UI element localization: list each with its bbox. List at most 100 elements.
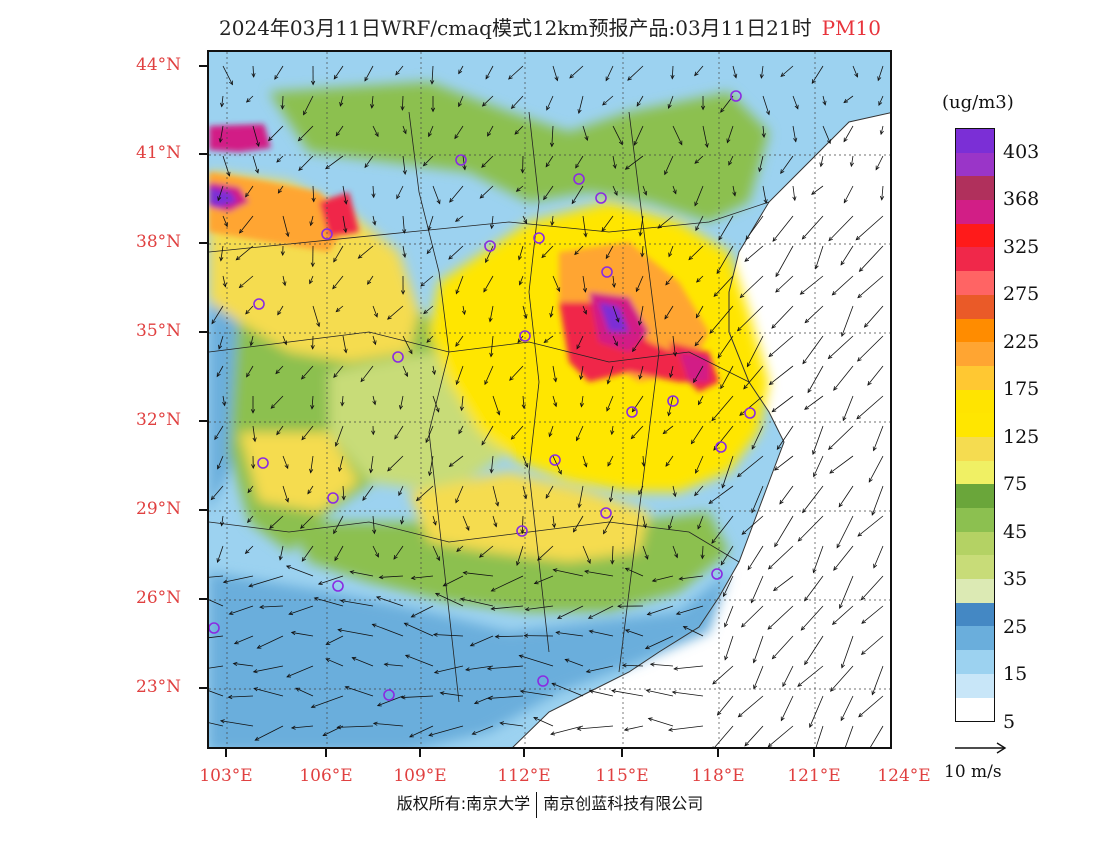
wind-arrowhead bbox=[761, 133, 766, 138]
wind-arrow bbox=[873, 545, 884, 568]
wind-arrow bbox=[833, 545, 854, 571]
reference-vector-label: 10 m/s bbox=[944, 762, 1002, 782]
wind-arrowhead bbox=[394, 434, 399, 440]
wind-arrowhead bbox=[432, 520, 437, 526]
lat-label-26n: 26°N bbox=[136, 588, 182, 608]
wind-arrowhead bbox=[586, 559, 591, 564]
wind-arrowhead bbox=[779, 499, 784, 505]
wind-arrowhead bbox=[217, 196, 222, 202]
wind-arrow bbox=[694, 335, 704, 346]
wind-arrow bbox=[607, 455, 614, 467]
wind-arrow bbox=[376, 596, 404, 607]
wind-arrowhead bbox=[219, 256, 224, 262]
lon-tick bbox=[813, 749, 815, 757]
wind-arrow bbox=[222, 65, 233, 85]
wind-arrowhead bbox=[402, 253, 407, 259]
wind-arrowhead bbox=[378, 575, 384, 580]
wind-arrow bbox=[534, 575, 554, 584]
wind-arrowhead bbox=[376, 702, 382, 707]
station-marker bbox=[253, 298, 265, 310]
wind-arrow bbox=[776, 425, 794, 450]
wind-arrow bbox=[627, 65, 644, 81]
wind-arrowhead bbox=[633, 141, 638, 146]
wind-arrow bbox=[663, 425, 674, 434]
wind-arrowhead bbox=[550, 221, 555, 227]
wind-arrowhead bbox=[285, 565, 291, 570]
wind-arrowhead bbox=[400, 695, 406, 700]
wind-arrow bbox=[252, 125, 260, 147]
wind-arrowhead bbox=[402, 170, 407, 175]
wind-arrowhead bbox=[879, 130, 884, 136]
wind-arrowhead bbox=[375, 552, 379, 558]
wind-arrow bbox=[871, 665, 884, 695]
wind-arrowhead bbox=[608, 497, 614, 503]
wind-arrowhead bbox=[672, 351, 678, 357]
wind-arrow bbox=[491, 215, 494, 229]
wind-arrowhead bbox=[398, 491, 403, 497]
wind-arrowhead bbox=[339, 101, 344, 107]
wind-arrow bbox=[456, 545, 464, 552]
wind-arrow bbox=[402, 155, 406, 175]
wind-arrow bbox=[551, 682, 584, 697]
station-marker bbox=[626, 406, 638, 418]
station-marker bbox=[332, 580, 344, 592]
wind-arrow bbox=[864, 305, 884, 328]
wind-arrowhead bbox=[741, 530, 747, 535]
wind-arrowhead bbox=[584, 136, 589, 142]
wind-arrow bbox=[426, 245, 434, 254]
wind-arrow bbox=[612, 185, 618, 196]
wind-arrow bbox=[606, 395, 614, 412]
wind-arrowhead bbox=[496, 410, 501, 416]
wind-arrow bbox=[310, 215, 314, 226]
wind-arrow bbox=[423, 155, 434, 166]
station-marker bbox=[383, 689, 395, 701]
wind-arrowhead bbox=[813, 472, 817, 478]
wind-arrow bbox=[481, 155, 494, 168]
wind-arrowhead bbox=[873, 563, 878, 569]
wind-arrow bbox=[602, 95, 614, 106]
wind-arrow bbox=[753, 635, 764, 663]
wind-arrow bbox=[522, 395, 525, 409]
wind-arrow bbox=[508, 65, 524, 80]
wind-arrow bbox=[802, 335, 824, 364]
wind-arrow bbox=[295, 687, 314, 697]
lat-label-41n: 41°N bbox=[136, 143, 182, 163]
wind-arrow bbox=[800, 605, 824, 631]
wind-arrowhead bbox=[750, 598, 755, 604]
wind-arrow bbox=[522, 485, 527, 499]
wind-arrow bbox=[462, 305, 465, 315]
wind-arrowhead bbox=[313, 596, 319, 601]
wind-arrow bbox=[721, 455, 734, 488]
wind-arrow bbox=[588, 605, 614, 619]
colorbar-swatch bbox=[956, 294, 994, 319]
wind-arrowhead bbox=[700, 554, 705, 560]
province-border bbox=[209, 331, 750, 383]
wind-arrowhead bbox=[332, 284, 337, 290]
wind-arrowhead bbox=[244, 549, 250, 555]
blue-low-south bbox=[209, 572, 729, 747]
wind-arrow bbox=[672, 125, 683, 145]
wind-arrowhead bbox=[400, 106, 405, 111]
wind-arrow bbox=[747, 545, 764, 570]
wind-arrowhead bbox=[668, 252, 673, 258]
wind-arrowhead bbox=[301, 435, 306, 441]
wind-arrowhead bbox=[338, 467, 343, 473]
wind-arrowhead bbox=[486, 666, 492, 671]
wind-arrow bbox=[843, 185, 854, 203]
colorbar-swatch bbox=[956, 365, 994, 390]
wind-arrow bbox=[379, 575, 404, 578]
wind-arrowhead bbox=[607, 461, 612, 467]
lat-tick bbox=[199, 598, 207, 600]
colorbar-swatch bbox=[956, 271, 994, 295]
wind-arrow bbox=[479, 185, 494, 199]
wind-arrowhead bbox=[854, 72, 859, 78]
wind-arrowhead bbox=[588, 629, 594, 634]
wind-arrow bbox=[671, 65, 674, 79]
wind-arrowhead bbox=[233, 640, 239, 645]
wind-arrow bbox=[428, 125, 434, 137]
wind-arrow bbox=[815, 245, 824, 269]
wind-arrowhead bbox=[871, 510, 876, 516]
wind-arrowhead bbox=[333, 373, 338, 378]
wind-arrow bbox=[832, 275, 854, 296]
wind-arrow bbox=[741, 605, 764, 628]
